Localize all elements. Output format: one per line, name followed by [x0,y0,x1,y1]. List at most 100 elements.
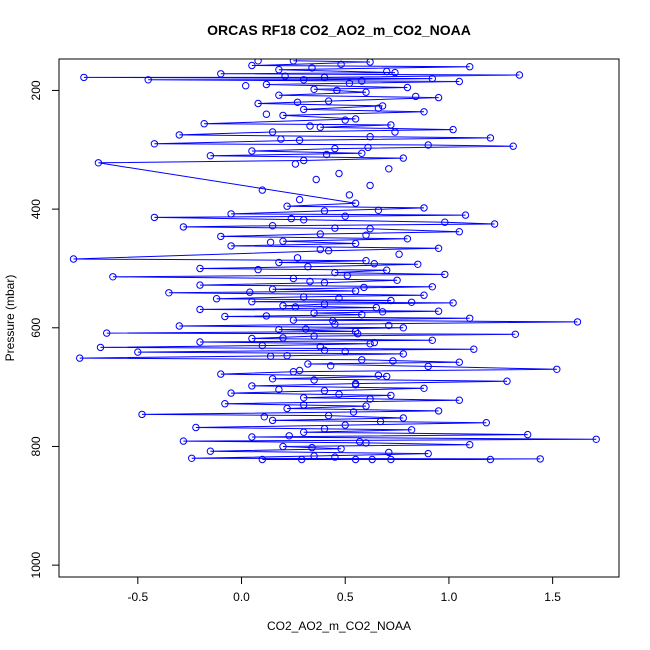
y-tick-label: 400 [29,199,43,219]
x-tick-label: 1.0 [441,590,458,604]
data-point [358,149,366,158]
data-point [449,125,457,134]
data-point [217,370,225,378]
data-point [331,144,339,153]
data-point [383,266,391,274]
data-point [324,97,333,105]
data-point [378,308,387,316]
data-point [304,263,312,271]
data-point [248,298,256,306]
data-point [262,110,271,118]
data-point [308,64,316,72]
data-point [428,283,436,291]
data-point [420,384,428,392]
data-point [300,76,308,84]
data-point [324,411,333,420]
y-tick-label: 800 [29,436,43,456]
data-point [329,317,337,325]
data-point [295,366,304,375]
data-point [376,417,385,426]
data-point [434,244,443,253]
data-point [275,66,283,74]
data-point [383,372,391,381]
data-point [490,220,499,228]
x-tick-label: 0.0 [233,590,250,604]
data-point [434,407,443,415]
data-point [300,293,308,301]
data-point [320,387,329,395]
data-point [592,435,600,443]
data-point [374,371,383,379]
data-point [242,82,250,90]
data-point [337,60,345,69]
data-point [281,72,289,80]
y-tick-label: 200 [29,80,43,100]
data-point [227,210,235,218]
y-tick-label: 1000 [29,551,43,578]
data-point [374,206,383,215]
data-point [331,268,339,277]
data-point [258,341,266,350]
data-point [341,116,349,124]
data-point [246,288,254,296]
data-point [378,102,387,110]
data-point [175,322,184,330]
data-point [470,345,478,353]
data-point [80,73,88,82]
data-point [370,338,378,347]
data-point [391,128,399,136]
data-point [387,296,395,305]
data-point [150,213,159,222]
data-point [295,136,304,145]
data-point [258,455,266,464]
data-point [262,80,271,89]
data-point [461,211,470,219]
data-point [351,381,360,389]
data-point [372,303,380,312]
data-point [320,279,329,287]
data-point [279,302,287,310]
data-point [310,85,318,94]
data-point [345,191,354,199]
data-point [420,108,428,116]
data-point [279,442,287,451]
data-point [283,404,291,413]
data-point [295,195,304,204]
data-point [212,295,221,303]
data-point [387,455,395,464]
data-point [455,228,463,236]
data-point [358,356,366,364]
data-point [254,265,262,274]
data-point [403,235,412,243]
data-point [316,245,324,254]
data-point [94,159,103,167]
data-point [175,131,184,139]
data-point [412,92,420,101]
data-point [310,376,318,384]
data-point [291,160,300,168]
data-point [260,413,268,421]
data-point [300,394,308,402]
data-point [466,441,474,449]
data-point [217,232,225,241]
data-point [414,260,422,268]
data-point [393,276,401,284]
data-point [366,225,374,233]
data-point [300,401,308,409]
data-point [254,59,262,65]
x-tick-label: 1.5 [544,590,561,604]
data-point [391,68,399,77]
data-point [275,325,283,334]
data-point [283,352,291,360]
data-point [455,77,463,86]
data-point [138,410,146,419]
data-point [362,88,370,96]
data-point [389,357,397,365]
data-point [289,59,298,65]
data-point [335,294,343,302]
data-point [268,285,277,293]
data-point [327,362,335,370]
data-point [441,270,449,279]
data-point [200,120,208,128]
